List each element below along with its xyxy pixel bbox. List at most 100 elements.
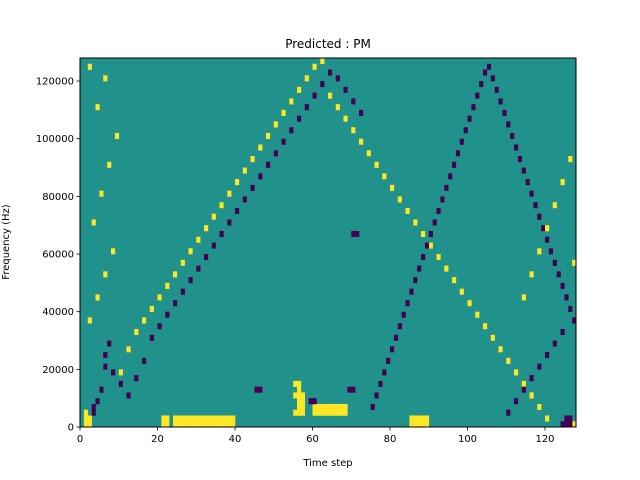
- x-tick-label: 60: [306, 434, 319, 445]
- x-tick-label: 0: [77, 434, 83, 445]
- heatmap-cell: [514, 144, 519, 151]
- heatmap-cell: [83, 415, 89, 422]
- y-tick-label: 20000: [42, 365, 74, 376]
- heatmap-cell: [421, 254, 426, 261]
- heatmap-cell: [165, 282, 170, 289]
- heatmap-cell: [347, 386, 352, 393]
- heatmap-cell: [161, 415, 166, 422]
- heatmap-cell: [142, 317, 147, 324]
- heatmap-cell: [455, 150, 461, 157]
- heatmap-cell: [87, 63, 92, 70]
- heatmap-cell: [459, 138, 464, 145]
- heatmap-cell: [289, 98, 294, 105]
- heatmap-cell: [223, 421, 228, 428]
- heatmap-cell: [335, 75, 340, 82]
- heatmap-cell: [417, 415, 422, 422]
- heatmap-cell: [142, 357, 147, 364]
- heatmap-cell: [207, 415, 213, 422]
- heatmap-cell: [297, 115, 302, 122]
- heatmap-cell: [297, 398, 302, 405]
- heatmap-cell: [552, 202, 557, 209]
- heatmap-cell: [204, 225, 209, 232]
- heatmap-cell: [188, 421, 193, 428]
- heatmap-cell: [297, 86, 302, 93]
- heatmap-cell: [537, 213, 542, 220]
- heatmap-cell: [180, 259, 185, 266]
- heatmap-cell: [351, 230, 356, 238]
- heatmap-cell: [409, 421, 414, 428]
- heatmap-cell: [196, 421, 201, 428]
- heatmap-cell: [498, 346, 503, 353]
- heatmap-cell: [370, 403, 375, 411]
- heatmap-cell: [331, 403, 337, 411]
- heatmap-cell: [188, 415, 193, 422]
- heatmap-cell: [328, 409, 333, 416]
- heatmap-cell: [351, 127, 356, 134]
- heatmap-cell: [184, 415, 189, 422]
- heatmap-cell: [91, 219, 96, 226]
- heatmap-cell: [312, 403, 317, 411]
- heatmap-cell: [475, 311, 480, 318]
- heatmap-cell: [114, 132, 120, 140]
- heatmap-cell: [95, 294, 100, 301]
- x-tick-label: 100: [458, 434, 477, 445]
- heatmap-cell: [149, 305, 154, 312]
- heatmap-cell: [335, 104, 340, 111]
- heatmap-cell: [165, 415, 170, 422]
- heatmap-cell: [506, 357, 511, 364]
- x-tick-label: 120: [535, 434, 554, 445]
- heatmap-cell: [180, 415, 185, 422]
- heatmap-cell: [180, 421, 185, 428]
- heatmap-cell: [393, 334, 399, 341]
- heatmap-cell: [266, 161, 271, 168]
- heatmap-cell: [529, 392, 534, 399]
- heatmap-cell: [324, 409, 329, 416]
- heatmap-cell: [572, 421, 577, 428]
- heatmap-cell: [572, 317, 577, 324]
- heatmap-cell: [424, 421, 430, 428]
- heatmap-cell: [331, 409, 337, 416]
- heatmap-cell: [320, 409, 325, 416]
- y-tick-label: 100000: [36, 134, 74, 145]
- heatmap-cell: [463, 127, 468, 134]
- heatmap-cell: [521, 294, 526, 301]
- heatmap-cell: [118, 369, 123, 376]
- heatmap-cell: [192, 421, 197, 428]
- heatmap-cell: [452, 277, 457, 284]
- heatmap-cell: [343, 86, 348, 93]
- heatmap-cell: [537, 248, 542, 255]
- heatmap-cell: [219, 421, 224, 428]
- heatmap-cell: [560, 282, 565, 289]
- heatmap-cell: [428, 242, 433, 249]
- heatmap-cell: [521, 380, 526, 387]
- heatmap-cell: [339, 409, 344, 416]
- heatmap-cell: [99, 190, 104, 197]
- x-tick-label: 80: [384, 434, 397, 445]
- heatmap-cell: [490, 75, 495, 82]
- heatmap-cell: [552, 340, 557, 347]
- heatmap-cell: [231, 421, 236, 428]
- heatmap-cell: [219, 202, 224, 209]
- heatmap-cell: [192, 415, 197, 422]
- heatmap-cell: [266, 132, 271, 140]
- heatmap-cell: [297, 386, 302, 393]
- heatmap-cell: [421, 421, 426, 428]
- heatmap-cell: [421, 230, 426, 238]
- heatmap-cell: [200, 415, 205, 422]
- heatmap-cell: [180, 288, 185, 295]
- heatmap-cell: [111, 248, 116, 255]
- heatmap-cell: [448, 173, 453, 180]
- heatmap-cell: [83, 409, 89, 416]
- heatmap-cell: [514, 398, 519, 405]
- heatmap-cell: [297, 403, 302, 411]
- heatmap-cell: [537, 403, 542, 411]
- heatmap-cell: [351, 386, 356, 393]
- heatmap-cell: [308, 398, 313, 405]
- heatmap-cell: [258, 386, 263, 393]
- heatmap-cell: [95, 398, 100, 405]
- y-axis: 0 20000 40000 60000 80000 100000 120000: [36, 77, 80, 434]
- heatmap-cell: [382, 173, 387, 180]
- heatmap-cell: [134, 328, 139, 336]
- heatmap-cell: [432, 219, 437, 226]
- heatmap-cell: [250, 156, 255, 163]
